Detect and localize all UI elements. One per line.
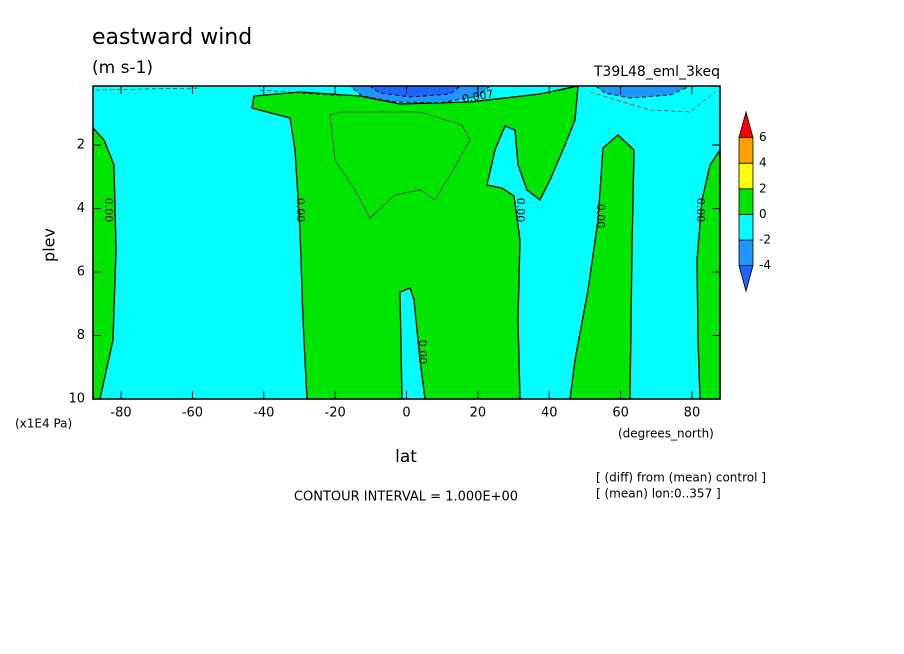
x-tick-label: -20 (325, 406, 346, 421)
colorbar-box (738, 213, 754, 241)
colorbar-box (738, 162, 754, 190)
colorbar-label: -4 (759, 258, 771, 272)
contour-label: 0.007 (461, 87, 494, 105)
annotation: [ (mean) lon:0..357 ] (596, 487, 721, 501)
contour-label: 0.00 (694, 198, 707, 223)
annotation: CONTOUR INTERVAL = 1.000E+00 (294, 490, 518, 505)
x-tick-label: 80 (684, 406, 701, 421)
y-tick-label: 8 (77, 328, 85, 343)
y-tick-label: 10 (68, 392, 85, 407)
colorbar-triangle (738, 110, 754, 138)
y-axis-label: plev (40, 228, 59, 262)
colorbar-box (738, 137, 754, 164)
contour-line (329, 111, 471, 219)
x-tick-label: 40 (541, 406, 558, 421)
contour-label: 0.00 (416, 340, 429, 365)
contour-label: 0.00 (594, 204, 607, 229)
x-tick-label: -60 (182, 406, 203, 421)
colorbar-box (738, 239, 754, 267)
x-axis-label: lat (395, 447, 417, 467)
x-tick-label: 0 (402, 406, 410, 421)
units: (m s-1) (92, 58, 153, 78)
contour-line (95, 87, 716, 113)
y-units: (x1E4 Pa) (15, 417, 72, 431)
colorbar-label: 2 (759, 181, 767, 195)
x-tick-label: 60 (612, 406, 629, 421)
y-tick-label: 4 (77, 201, 85, 216)
x-units: (degrees_north) (618, 427, 714, 441)
right-title: T39L48_eml_3keq (593, 64, 720, 80)
x-tick-label: -80 (110, 406, 131, 421)
colorbar-label: 6 (759, 130, 767, 144)
colorbar-label: 4 (759, 156, 767, 170)
annotation: [ (diff) from (mean) control ] (596, 471, 766, 485)
chart-title: eastward wind (92, 25, 252, 50)
y-tick-label: 2 (77, 138, 85, 153)
colorbar-box (738, 188, 754, 215)
colorbar-label: -2 (759, 233, 771, 247)
contour-label: 0.00 (294, 198, 307, 223)
y-tick-label: 6 (77, 265, 85, 280)
x-tick-label: -40 (253, 406, 274, 421)
colorbar-label: 0 (759, 207, 767, 221)
plot-area (92, 85, 721, 400)
x-tick-label: 20 (470, 406, 487, 421)
contour-label: 0.00 (514, 198, 527, 223)
contour-label: 0.00 (102, 198, 115, 223)
contour-region (368, 85, 462, 98)
